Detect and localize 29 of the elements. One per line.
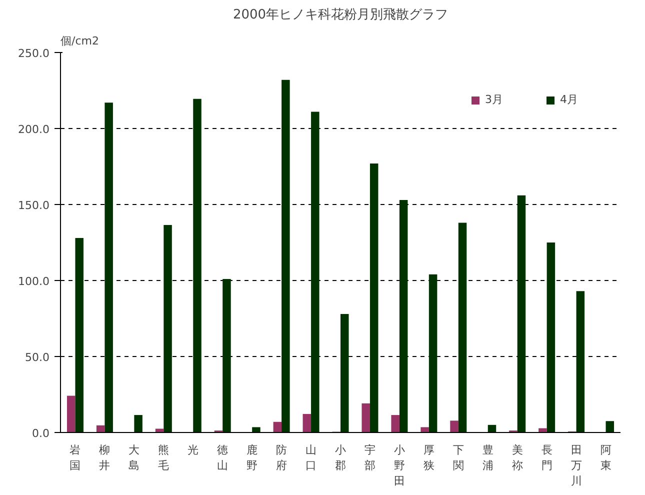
x-tick-label: 熊毛 [158, 444, 170, 472]
y-tick-label: 150.0 [18, 199, 50, 212]
y-axis-title: 個/cm2 [60, 34, 99, 48]
x-tick-label: 柳井 [99, 444, 110, 472]
x-tick-label: 宇部 [364, 444, 376, 472]
x-tick-label: 下関 [452, 444, 464, 472]
chart-title: 2000年ヒノキ科花粉月別飛散グラフ [232, 8, 448, 22]
y-tick-label: 50.0 [25, 351, 50, 364]
x-tick-label: 徳山 [217, 444, 228, 472]
y-tick-label: 250.0 [18, 47, 50, 60]
x-tick-label: 長門 [541, 444, 552, 472]
x-tick-label: 防府 [276, 444, 288, 472]
legend-label: 3月 [485, 92, 504, 107]
x-tick-label: 豊浦 [482, 444, 494, 472]
x-tick-label: 鹿野 [246, 444, 258, 472]
x-tick-label: 小野田 [394, 444, 405, 488]
x-tick-label: 美祢 [512, 444, 523, 472]
y-tick-label: 100.0 [18, 275, 50, 288]
x-tick-label: 岩国 [70, 444, 81, 472]
x-tick-label: 阿東 [600, 444, 612, 472]
legend-label: 4月 [560, 92, 579, 107]
y-tick-label: 200.0 [18, 123, 50, 136]
x-tick-label: 厚狭 [423, 444, 434, 472]
x-tick-label: 小郡 [335, 444, 346, 472]
x-tick-label: 大島 [128, 444, 140, 472]
x-tick-label: 山口 [306, 444, 317, 472]
x-tick-label: 田万川 [570, 444, 582, 488]
y-tick-label: 0.0 [32, 427, 50, 440]
x-tick-label: 光 [188, 444, 199, 456]
